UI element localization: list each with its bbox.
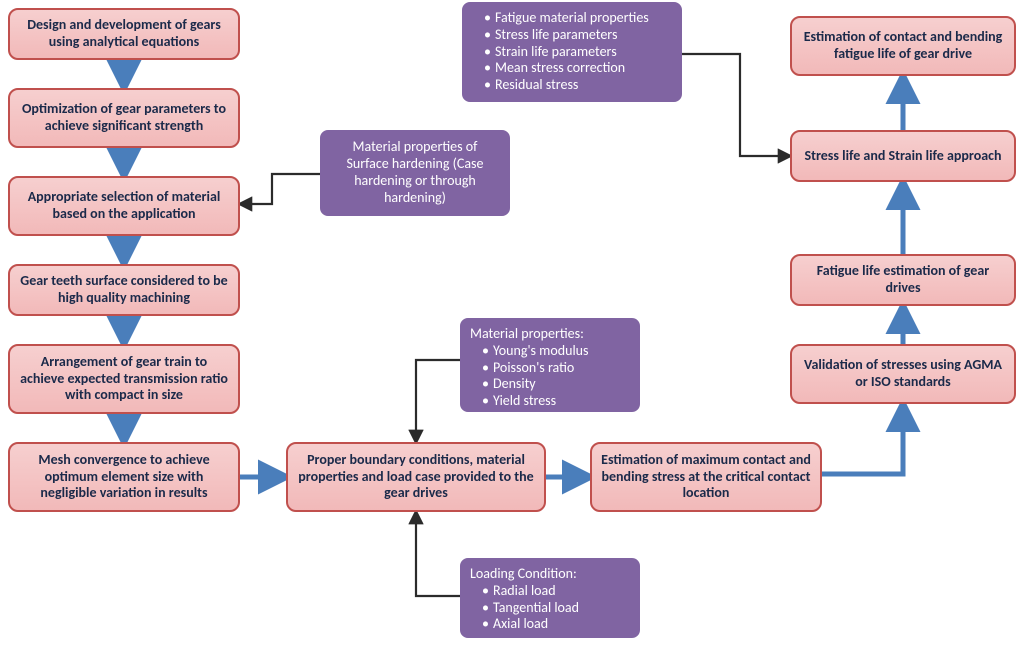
arrow-11 — [240, 174, 320, 204]
node-inner: Material properties:Young's modulusPoiss… — [470, 326, 630, 410]
node-l4: Gear teeth surface considered to be high… — [8, 264, 240, 316]
bullet-item: Strain life parameters — [484, 44, 672, 61]
node-l5: Arrangement of gear train to achieve exp… — [8, 344, 240, 414]
node-p2: Fatigue material propertiesStress life p… — [462, 2, 682, 102]
arrow-12 — [682, 54, 790, 156]
bullet-list: Radial loadTangential loadAxial load — [470, 583, 630, 633]
node-text: Arrangement of gear train to achieve exp… — [18, 354, 230, 404]
node-r3: Fatigue life estimation of gear drives — [790, 254, 1016, 306]
node-l1: Design and development of gears using an… — [8, 8, 240, 60]
arrow-7 — [822, 404, 903, 474]
node-p4: Loading Condition:Radial loadTangential … — [460, 558, 640, 638]
node-l3: Appropriate selection of material based … — [8, 176, 240, 236]
bullet-item: Fatigue material properties — [484, 10, 672, 27]
node-p3: Material properties:Young's modulusPoiss… — [460, 318, 640, 412]
node-r4: Validation of stresses using AGMA or ISO… — [790, 344, 1016, 404]
node-text: Fatigue life estimation of gear drives — [800, 263, 1006, 297]
node-text: Mesh convergence to achieve optimum elem… — [18, 452, 230, 502]
node-text: Estimation of maximum contact and bendin… — [600, 452, 812, 502]
arrow-13 — [416, 360, 460, 442]
bullet-item: Radial load — [482, 583, 630, 600]
arrow-14 — [416, 512, 460, 596]
node-text: Appropriate selection of material based … — [18, 189, 230, 223]
bullet-item: Tangential load — [482, 600, 630, 617]
node-title: Material properties: — [470, 326, 630, 343]
bullet-item: Yield stress — [482, 393, 630, 410]
node-inner: Loading Condition:Radial loadTangential … — [470, 566, 630, 633]
node-text: Optimization of gear parameters to achie… — [18, 101, 230, 135]
node-text: Validation of stresses using AGMA or ISO… — [800, 357, 1006, 391]
node-r2: Stress life and Strain life approach — [790, 130, 1016, 182]
node-text: Design and development of gears using an… — [18, 17, 230, 51]
bullet-item: Axial load — [482, 616, 630, 633]
node-m1: Proper boundary conditions, material pro… — [286, 442, 546, 512]
node-text: Estimation of contact and bending fatigu… — [800, 29, 1006, 63]
node-l2: Optimization of gear parameters to achie… — [8, 88, 240, 148]
node-p1: Material properties of Surface hardening… — [320, 130, 510, 216]
bullet-list: Fatigue material propertiesStress life p… — [472, 10, 672, 94]
bullet-item: Poisson's ratio — [482, 360, 630, 377]
node-text: Material properties of Surface hardening… — [330, 139, 500, 206]
bullet-item: Stress life parameters — [484, 27, 672, 44]
bullet-item: Density — [482, 376, 630, 393]
bullet-item: Residual stress — [484, 77, 672, 94]
node-l6: Mesh convergence to achieve optimum elem… — [8, 442, 240, 512]
node-r5: Estimation of maximum contact and bendin… — [590, 442, 822, 512]
bullet-item: Mean stress correction — [484, 60, 672, 77]
node-title: Loading Condition: — [470, 566, 630, 583]
node-text: Gear teeth surface considered to be high… — [18, 273, 230, 307]
node-text: Stress life and Strain life approach — [804, 148, 1001, 165]
bullet-item: Young's modulus — [482, 343, 630, 360]
node-inner: Fatigue material propertiesStress life p… — [472, 10, 672, 94]
node-r1: Estimation of contact and bending fatigu… — [790, 16, 1016, 76]
node-text: Proper boundary conditions, material pro… — [296, 452, 536, 502]
bullet-list: Young's modulusPoisson's ratioDensityYie… — [470, 343, 630, 410]
